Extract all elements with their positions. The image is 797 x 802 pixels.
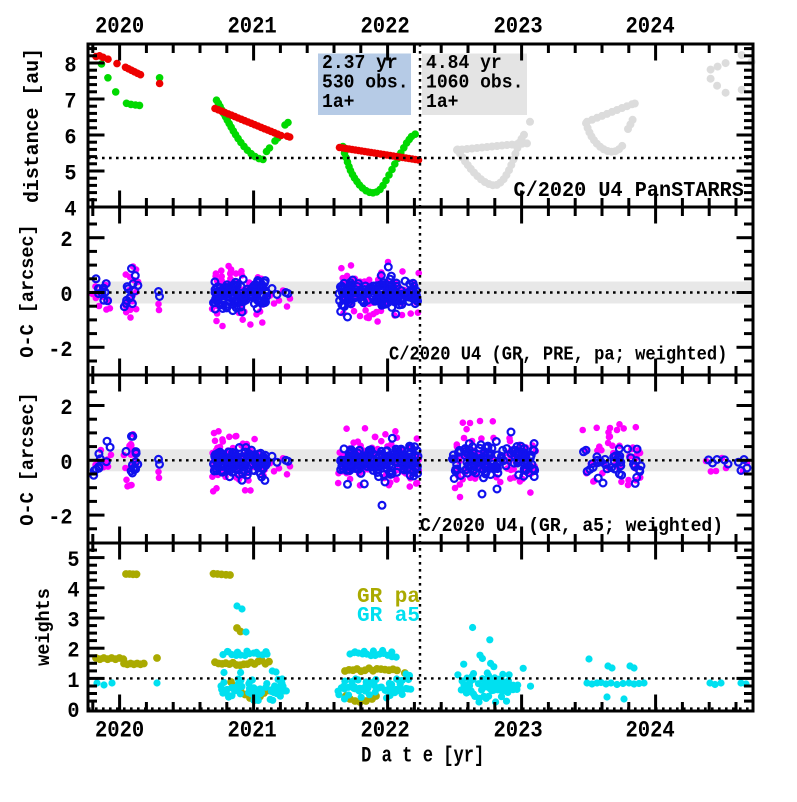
svg-text:2.37 yr: 2.37 yr — [322, 53, 398, 75]
svg-text:O-C [arcsec]: O-C [arcsec] — [17, 392, 40, 525]
svg-text:2021: 2021 — [227, 13, 276, 39]
svg-text:C/2020 U4 (GR, PRE, pa; weight: C/2020 U4 (GR, PRE, pa; weighted) — [389, 345, 727, 366]
svg-text:5: 5 — [64, 162, 76, 187]
svg-text:1a+: 1a+ — [426, 92, 458, 114]
svg-text:0: 0 — [60, 451, 72, 476]
svg-text:0: 0 — [67, 699, 79, 724]
svg-text:-2: -2 — [48, 506, 72, 531]
svg-text:2021: 2021 — [227, 718, 276, 744]
svg-text:1: 1 — [67, 669, 79, 694]
svg-text:2: 2 — [60, 396, 72, 421]
svg-text:6: 6 — [64, 126, 76, 151]
svg-text:weights: weights — [33, 588, 56, 666]
svg-text:2023: 2023 — [493, 718, 542, 744]
svg-text:4: 4 — [67, 579, 79, 604]
svg-text:4.84 yr: 4.84 yr — [426, 53, 502, 75]
svg-text:2: 2 — [60, 229, 72, 254]
svg-text:530 obs.: 530 obs. — [322, 72, 409, 94]
svg-text:2023: 2023 — [493, 13, 542, 39]
svg-text:1060 obs.: 1060 obs. — [426, 72, 523, 94]
svg-text:GR pa: GR pa — [357, 586, 420, 609]
svg-text:C/2020 U4 PanSTARRS: C/2020 U4 PanSTARRS — [514, 180, 744, 204]
svg-text:distance [au]: distance [au] — [22, 48, 45, 203]
svg-text:C/2020 U4 (GR, a5; weighted): C/2020 U4 (GR, a5; weighted) — [420, 516, 723, 538]
svg-text:5: 5 — [67, 548, 79, 573]
svg-text:2020: 2020 — [95, 718, 144, 744]
svg-text:2024: 2024 — [625, 718, 674, 744]
svg-text:GR a5: GR a5 — [357, 605, 420, 628]
svg-text:4: 4 — [64, 198, 76, 223]
svg-text:2: 2 — [67, 639, 79, 664]
svg-text:2022: 2022 — [360, 13, 409, 39]
svg-text:7: 7 — [64, 90, 76, 115]
svg-text:8: 8 — [64, 54, 76, 79]
svg-text:-2: -2 — [48, 338, 72, 363]
svg-text:2020: 2020 — [95, 13, 144, 39]
svg-text:O-C [arcsec]: O-C [arcsec] — [17, 224, 40, 357]
svg-text:1a+: 1a+ — [322, 92, 354, 114]
svg-text:0: 0 — [60, 283, 72, 308]
svg-text:3: 3 — [67, 609, 79, 634]
svg-text:D a t e [yr]: D a t e [yr] — [361, 742, 484, 768]
svg-text:2024: 2024 — [625, 13, 674, 39]
svg-text:2022: 2022 — [360, 718, 409, 744]
